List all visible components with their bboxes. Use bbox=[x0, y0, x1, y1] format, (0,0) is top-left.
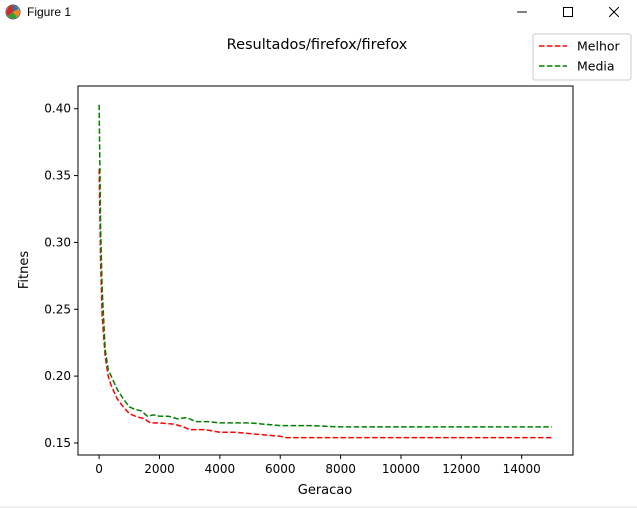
legend-label-media: Media bbox=[577, 59, 615, 74]
close-button[interactable] bbox=[591, 0, 637, 24]
y-tick-label: 0.25 bbox=[44, 302, 71, 316]
x-tick-label: 0 bbox=[95, 462, 103, 476]
series-line-media bbox=[98, 104, 552, 428]
x-tick-label: 6000 bbox=[265, 462, 296, 476]
series-layer bbox=[98, 104, 552, 439]
chart-legend: Melhor Media bbox=[532, 33, 632, 81]
x-tick-label: 4000 bbox=[205, 462, 236, 476]
y-tick-label: 0.15 bbox=[44, 436, 71, 450]
y-tick-label: 0.35 bbox=[44, 169, 71, 183]
y-tick-label: 0.30 bbox=[44, 235, 71, 249]
maximize-button[interactable] bbox=[545, 0, 591, 24]
x-axis-ticks: 0 2000 4000 6000 8000 10000 12000 14000 bbox=[95, 455, 541, 476]
series-line-melhor bbox=[98, 168, 552, 439]
y-axis-ticks: 0.15 0.20 0.25 0.30 0.35 0.40 bbox=[44, 102, 78, 450]
chart-title: Resultados/firefox/firefox bbox=[227, 37, 408, 53]
window-titlebar: Figure 1 bbox=[0, 0, 637, 24]
minimize-button[interactable] bbox=[499, 0, 545, 24]
plot-area bbox=[77, 85, 574, 456]
window-title: Figure 1 bbox=[27, 5, 72, 19]
window-bottom-edge bbox=[0, 506, 637, 508]
x-axis-label: Geracao bbox=[298, 483, 352, 498]
legend-items: Melhor Media bbox=[539, 39, 621, 74]
x-tick-label: 14000 bbox=[503, 462, 541, 476]
legend-label-melhor: Melhor bbox=[577, 39, 621, 54]
matplotlib-figure-icon bbox=[5, 4, 21, 20]
y-tick-label: 0.40 bbox=[44, 102, 71, 116]
x-tick-label: 10000 bbox=[382, 462, 420, 476]
close-icon bbox=[609, 7, 619, 17]
minimize-icon bbox=[517, 11, 527, 13]
x-tick-label: 8000 bbox=[325, 462, 356, 476]
figure-canvas: Resultados/firefox/firefox 0 2000 4000 6000… bbox=[17, 33, 632, 498]
y-axis-label: Fitnes bbox=[17, 251, 32, 289]
x-tick-label: 2000 bbox=[144, 462, 175, 476]
maximize-icon bbox=[563, 7, 573, 17]
x-tick-label: 12000 bbox=[442, 462, 480, 476]
y-tick-label: 0.20 bbox=[44, 369, 71, 383]
